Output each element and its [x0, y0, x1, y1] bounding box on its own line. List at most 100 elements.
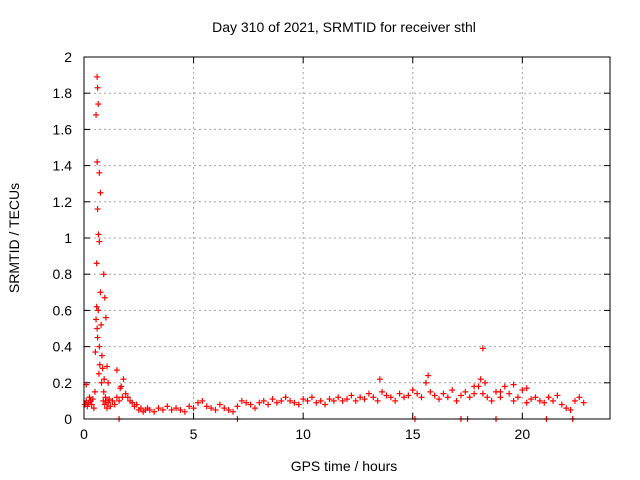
- data-point: [93, 303, 100, 310]
- data-point: [95, 370, 102, 377]
- data-point: [422, 379, 429, 386]
- y-tick-label: 1.8: [53, 85, 73, 101]
- data-point: [501, 383, 508, 390]
- y-tick-label: 1.4: [53, 158, 73, 174]
- data-point: [427, 388, 434, 395]
- data-point: [444, 394, 451, 401]
- data-point: [278, 397, 285, 404]
- data-point: [576, 394, 583, 401]
- data-point: [523, 399, 530, 406]
- data-point: [97, 289, 104, 296]
- data-point: [102, 314, 109, 321]
- data-point: [300, 396, 307, 403]
- data-point: [308, 394, 315, 401]
- data-point: [181, 408, 188, 415]
- data-point: [563, 405, 570, 412]
- data-point: [89, 396, 96, 403]
- data-point: [256, 399, 263, 406]
- data-point: [94, 84, 101, 91]
- data-point: [230, 408, 237, 415]
- data-point: [216, 401, 223, 408]
- y-tick-label: 1.6: [53, 121, 73, 137]
- data-point: [247, 401, 254, 408]
- data-point: [436, 396, 443, 403]
- x-tick-label: 10: [295, 426, 311, 442]
- data-point: [238, 397, 245, 404]
- data-point: [471, 383, 478, 390]
- data-point: [94, 325, 101, 332]
- data-point: [558, 401, 565, 408]
- x-tick-label: 15: [405, 426, 421, 442]
- data-points: [82, 73, 587, 422]
- data-point: [273, 399, 280, 406]
- data-point: [122, 390, 129, 397]
- x-tick-label: 20: [515, 426, 531, 442]
- data-point: [479, 390, 486, 397]
- data-point: [313, 399, 320, 406]
- y-tick-label: 2: [64, 49, 72, 65]
- data-point: [269, 396, 276, 403]
- data-point: [400, 394, 407, 401]
- data-point: [124, 394, 131, 401]
- data-point: [251, 405, 258, 412]
- data-point: [545, 394, 552, 401]
- data-point: [361, 396, 368, 403]
- y-tick-label: 0.8: [53, 266, 73, 282]
- data-point: [95, 101, 102, 108]
- data-point: [497, 394, 504, 401]
- data-point: [370, 394, 377, 401]
- ticks: 0 5 10 15 20 0 0.2 0.4 0.6 0.8 1 1.2 1.4 1.6 1.8 2: [53, 49, 610, 442]
- data-point: [106, 396, 113, 403]
- data-point: [440, 390, 447, 397]
- data-point: [164, 403, 171, 410]
- data-point: [330, 397, 337, 404]
- plot-frame: [83, 56, 611, 420]
- data-point: [109, 397, 116, 404]
- data-point: [96, 169, 103, 176]
- data-point: [212, 406, 219, 413]
- data-point: [541, 399, 548, 406]
- data-point: [265, 401, 272, 408]
- data-point: [519, 387, 526, 394]
- data-point: [94, 334, 101, 341]
- data-point: [146, 406, 153, 413]
- data-point: [190, 405, 197, 412]
- data-point: [376, 376, 383, 383]
- data-point: [506, 390, 513, 397]
- data-point: [225, 406, 232, 413]
- data-point: [98, 379, 105, 386]
- data-point: [93, 111, 100, 118]
- data-point: [554, 392, 561, 399]
- data-point: [510, 397, 517, 404]
- data-point: [243, 399, 250, 406]
- data-point: [117, 385, 124, 392]
- data-point: [477, 376, 484, 383]
- y-tick-label: 1: [64, 230, 72, 246]
- data-point: [96, 238, 103, 245]
- data-point: [94, 158, 101, 165]
- data-point: [98, 352, 105, 359]
- data-point: [449, 387, 456, 394]
- data-point: [379, 388, 386, 395]
- x-tick-label: 0: [80, 426, 88, 442]
- data-point: [129, 399, 136, 406]
- data-point: [101, 401, 108, 408]
- data-point: [317, 397, 324, 404]
- data-point: [580, 399, 587, 406]
- data-point: [405, 392, 412, 399]
- data-point: [571, 397, 578, 404]
- data-point: [93, 260, 100, 267]
- data-point: [95, 231, 102, 238]
- data-point: [93, 316, 100, 323]
- data-point: [111, 401, 118, 408]
- data-point: [425, 372, 432, 379]
- data-point: [567, 406, 574, 413]
- data-point: [97, 189, 104, 196]
- data-point: [100, 271, 107, 278]
- data-point: [104, 363, 111, 370]
- data-point: [348, 392, 355, 399]
- data-point: [199, 397, 206, 404]
- data-point: [466, 394, 473, 401]
- data-point: [352, 397, 359, 404]
